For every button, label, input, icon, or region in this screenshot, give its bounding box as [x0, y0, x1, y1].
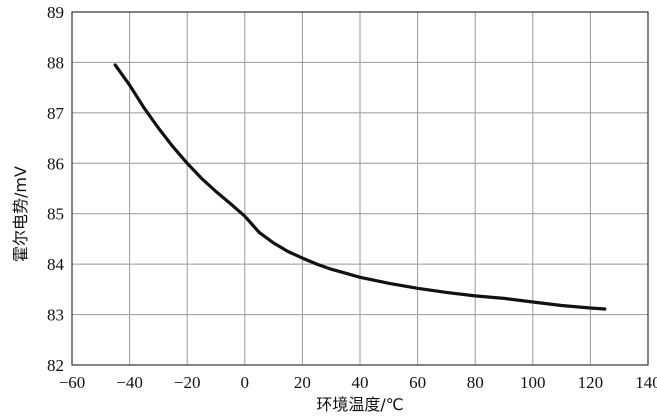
- x-axis-ticks: −60 −40 −20 0 20 40 60 80 100 120 140: [59, 373, 657, 392]
- y-tick-label: 89: [47, 3, 64, 22]
- x-axis-label: 环境温度/℃: [316, 395, 403, 414]
- y-tick-label: 83: [47, 306, 64, 325]
- x-tick-label: 80: [467, 373, 484, 392]
- y-axis-label: 霍尔电势/mV: [11, 166, 30, 262]
- x-tick-label: 100: [520, 373, 546, 392]
- x-tick-label: −40: [116, 373, 143, 392]
- x-tick-label: 20: [294, 373, 311, 392]
- x-tick-label: −20: [174, 373, 201, 392]
- x-tick-label: 120: [578, 373, 604, 392]
- y-tick-label: 82: [47, 356, 64, 375]
- y-tick-label: 84: [47, 255, 65, 274]
- plot-frame: [71, 11, 649, 366]
- y-tick-label: 87: [47, 104, 65, 123]
- x-tick-label: 40: [352, 373, 369, 392]
- x-tick-label: 60: [409, 373, 426, 392]
- plot-area: [113, 63, 607, 311]
- x-tick-label: 0: [241, 373, 250, 392]
- x-tick-label: −60: [59, 373, 86, 392]
- y-tick-label: 86: [47, 154, 64, 173]
- y-axis-ticks: 82 83 84 85 86 87 88 89: [47, 3, 65, 375]
- y-tick-label: 85: [47, 205, 64, 224]
- y-tick-label: 88: [47, 53, 64, 72]
- series-line: [113, 63, 607, 311]
- grid: [71, 11, 649, 366]
- x-tick-label: 140: [635, 373, 657, 392]
